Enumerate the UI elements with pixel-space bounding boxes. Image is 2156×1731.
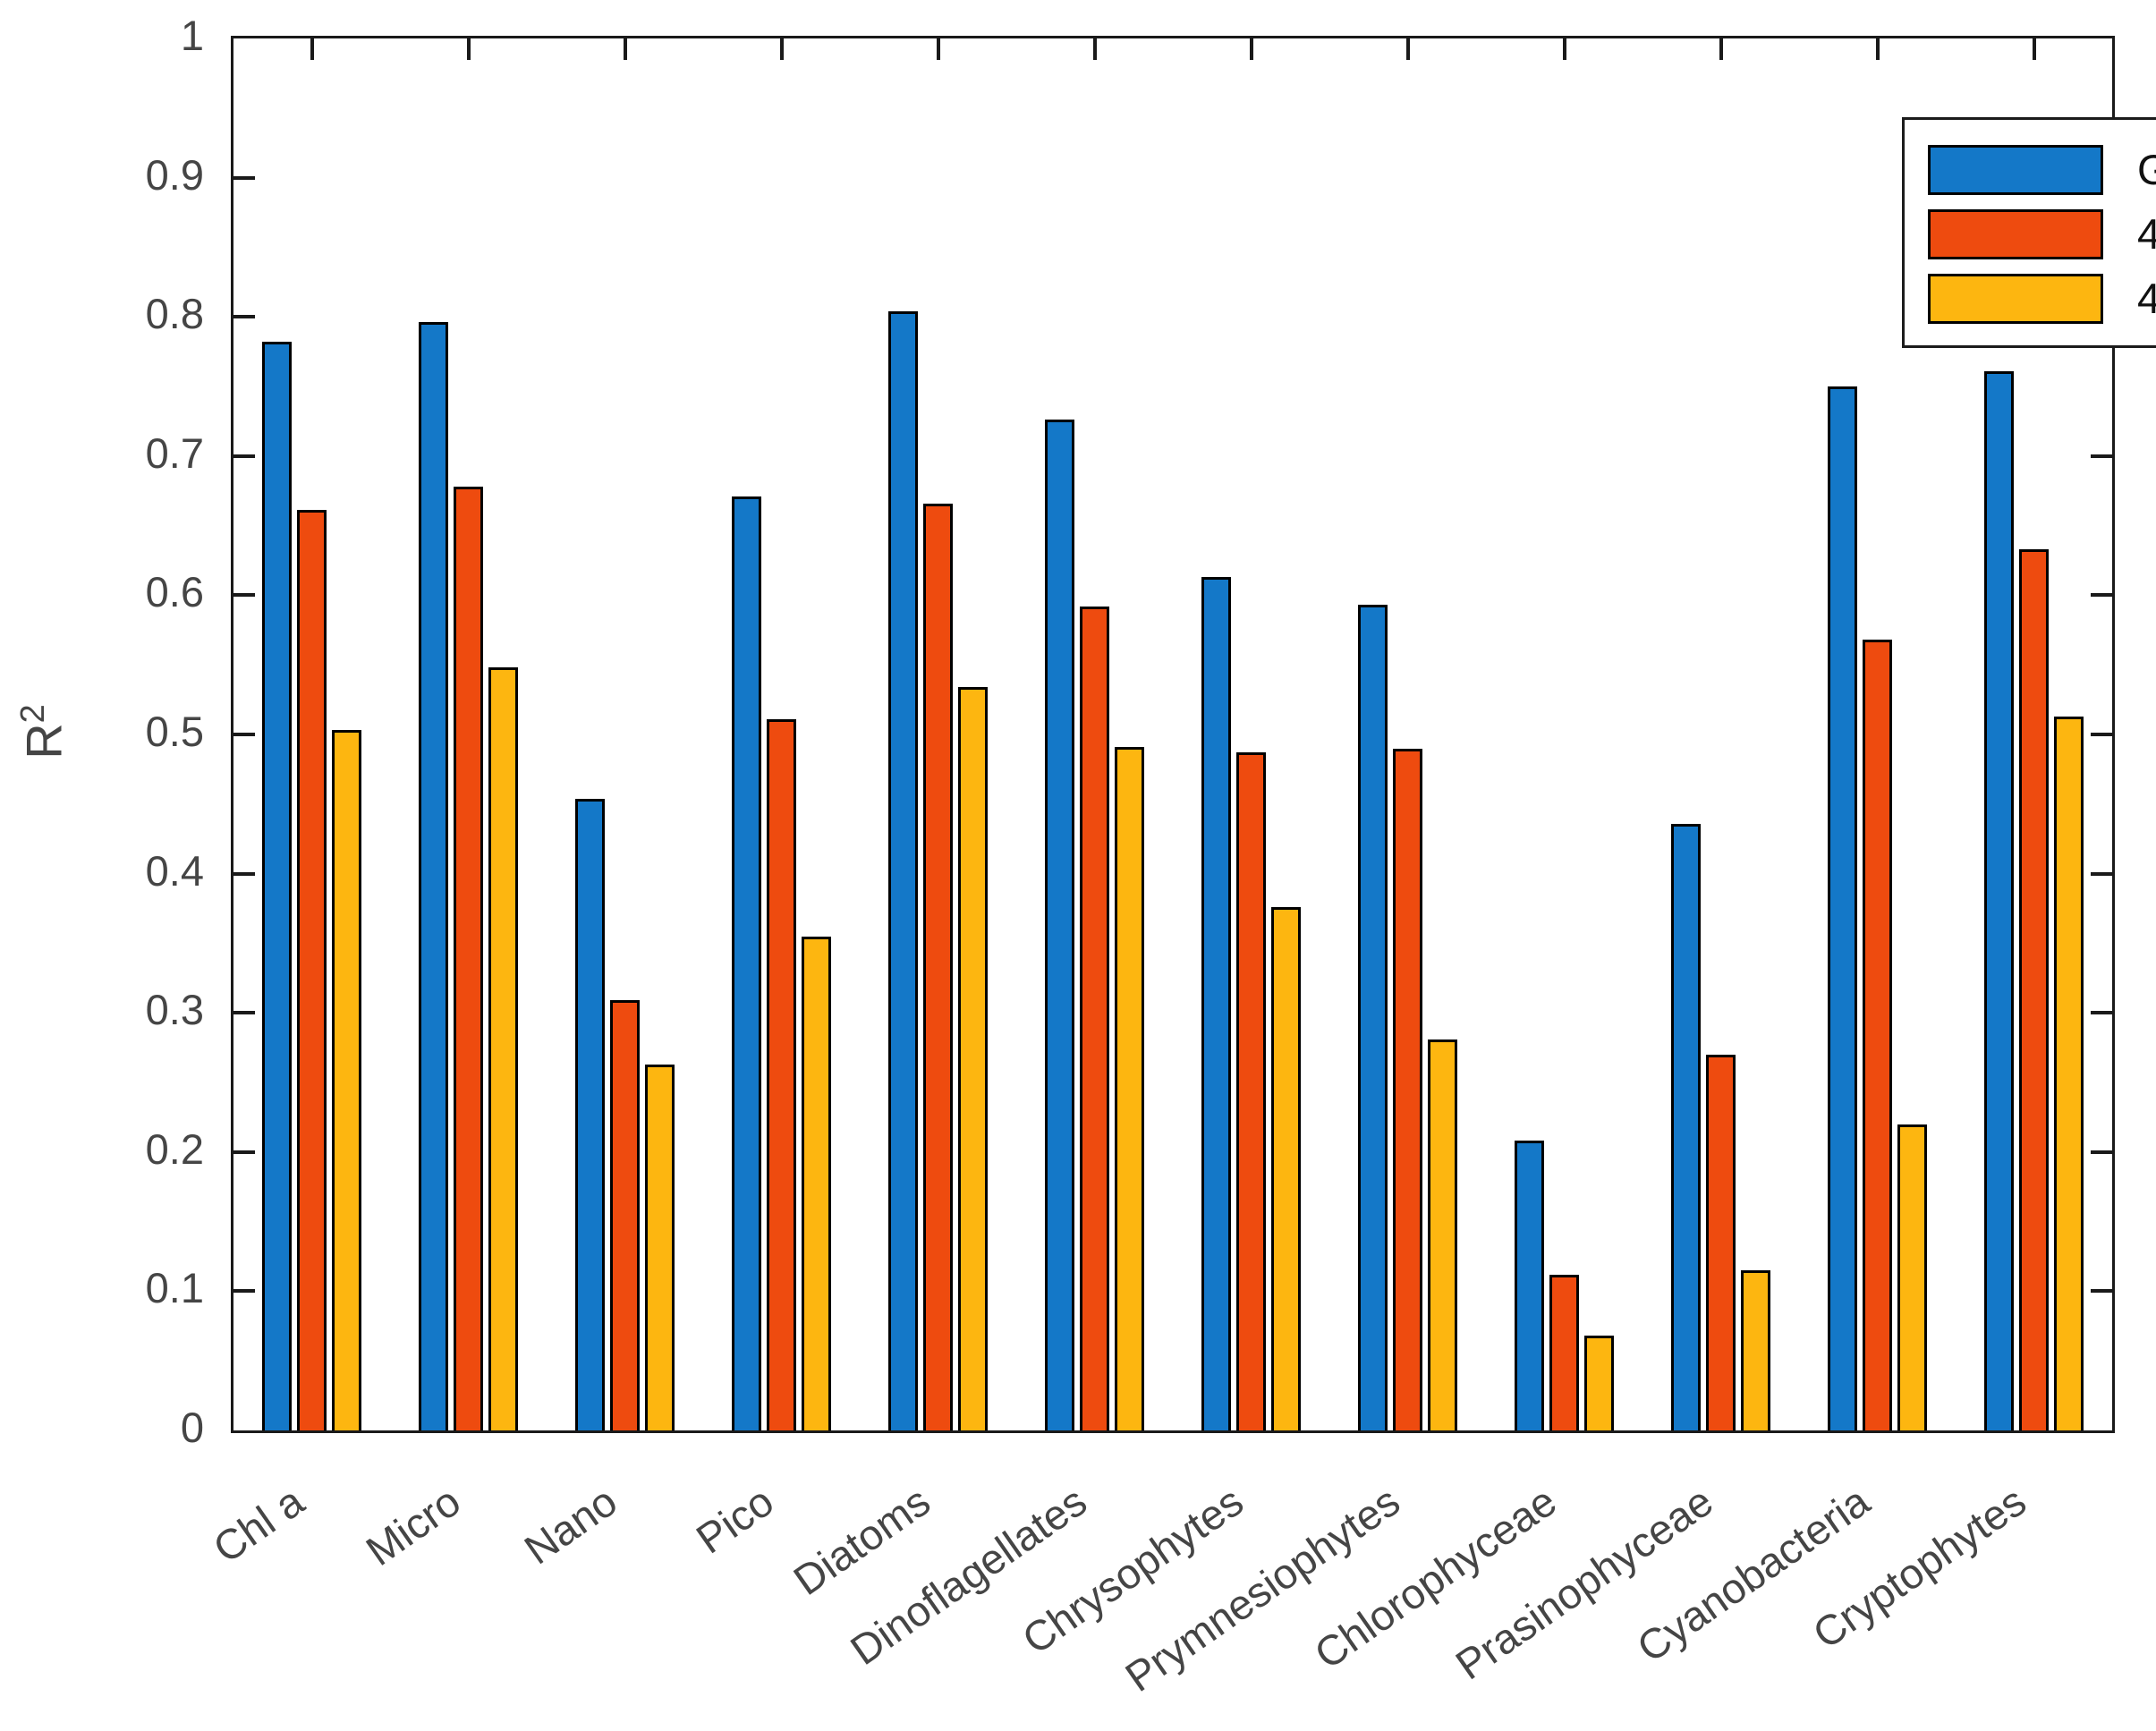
y-axis-label-superscript: 2 [13, 704, 52, 724]
y-tick-left [233, 315, 255, 319]
bar-490670-4 [958, 687, 988, 1430]
x-tick-top [466, 38, 471, 60]
bar-490555-7 [1393, 749, 1422, 1430]
bar-490670-3 [802, 937, 831, 1430]
bar-490670-5 [1115, 747, 1144, 1430]
y-tick-label: 0.7 [145, 429, 204, 477]
x-tick-top [1562, 38, 1566, 60]
bar-GAM-10 [1828, 386, 1857, 1430]
bar-490555-1 [454, 487, 483, 1430]
y-tick-right [2091, 871, 2112, 876]
legend-row: 490/670 [1928, 267, 2156, 331]
bar-GAM-6 [1201, 577, 1231, 1430]
y-tick-left [233, 175, 255, 180]
bar-GAM-9 [1671, 824, 1701, 1430]
y-tick-label: 0.3 [145, 986, 204, 1034]
bar-490670-11 [2054, 717, 2084, 1430]
y-tick-right [2091, 733, 2112, 736]
x-tick-top [2032, 38, 2036, 60]
bar-GAM-3 [732, 496, 761, 1430]
bar-490670-9 [1741, 1270, 1770, 1430]
bar-GAM-8 [1515, 1141, 1544, 1430]
bar-490555-3 [767, 719, 796, 1430]
bar-GAM-5 [1045, 420, 1074, 1430]
bar-490555-4 [923, 504, 953, 1430]
y-tick-label: 0.9 [145, 150, 204, 199]
legend-label: GAM [2137, 146, 2156, 193]
y-tick-label: 0.2 [145, 1124, 204, 1173]
bar-490555-5 [1080, 607, 1109, 1430]
y-tick-right [2091, 1289, 2112, 1294]
bar-GAM-4 [888, 311, 918, 1430]
plot-area: GAM 490/555 490/670 [231, 36, 2156, 1433]
y-tick-left [233, 1150, 255, 1154]
legend-swatch-490670 [1928, 274, 2103, 324]
y-tick-label: 0.1 [145, 1264, 204, 1312]
y-tick-left [233, 454, 255, 458]
bar-490555-0 [297, 510, 327, 1430]
y-tick-left [233, 871, 255, 876]
bar-490670-6 [1271, 907, 1301, 1430]
bar-490555-9 [1706, 1055, 1736, 1430]
bar-GAM-1 [419, 322, 448, 1430]
y-tick-label: 0.5 [145, 708, 204, 755]
bar-GAM-0 [262, 342, 292, 1430]
legend-swatch-GAM [1928, 145, 2103, 195]
x-tick-top [779, 38, 784, 60]
legend-label: 490/670 [2137, 275, 2156, 322]
bar-490555-2 [610, 1000, 640, 1430]
bar-490670-2 [645, 1065, 675, 1430]
y-tick-left [233, 1289, 255, 1294]
bar-490555-11 [2019, 549, 2049, 1430]
bar-GAM-7 [1358, 605, 1388, 1430]
y-tick-label: 0 [180, 1404, 204, 1451]
y-axis-label: R2 [14, 704, 73, 759]
bar-490555-6 [1236, 752, 1266, 1430]
legend-row: 490/555 [1928, 202, 2156, 267]
y-tick-right [2091, 1150, 2112, 1154]
x-tick-top [623, 38, 627, 60]
y-tick-right [2091, 593, 2112, 598]
legend-row: GAM [1928, 138, 2156, 202]
x-tick-top [1092, 38, 1097, 60]
bar-490670-8 [1584, 1336, 1614, 1430]
x-tick-top [1719, 38, 1723, 60]
x-tick-top [1405, 38, 1410, 60]
y-tick-left [233, 1011, 255, 1015]
bar-490670-1 [488, 667, 518, 1430]
y-tick-left [233, 593, 255, 598]
bar-490555-8 [1549, 1275, 1579, 1430]
bar-GAM-11 [1984, 371, 2014, 1430]
y-tick-label: 0.4 [145, 846, 204, 895]
x-tick-top [310, 38, 314, 60]
bar-GAM-2 [575, 799, 605, 1430]
bar-490555-10 [1863, 640, 1892, 1430]
bar-490670-7 [1428, 1039, 1457, 1430]
y-tick-right [2091, 1011, 2112, 1015]
legend-label: 490/555 [2137, 210, 2156, 258]
x-tick-top [1875, 38, 1880, 60]
y-tick-label: 0.6 [145, 568, 204, 616]
bar-490670-10 [1897, 1124, 1927, 1430]
x-tick-top [936, 38, 940, 60]
x-tick-top [1249, 38, 1253, 60]
legend-swatch-490555 [1928, 209, 2103, 259]
y-tick-label: 1 [180, 12, 204, 59]
legend: GAM 490/555 490/670 [1902, 117, 2156, 348]
y-tick-label: 0.8 [145, 290, 204, 338]
y-axis-label-base: R [15, 723, 72, 759]
y-tick-left [233, 733, 255, 736]
y-tick-right [2091, 454, 2112, 458]
bar-490670-0 [332, 730, 361, 1430]
